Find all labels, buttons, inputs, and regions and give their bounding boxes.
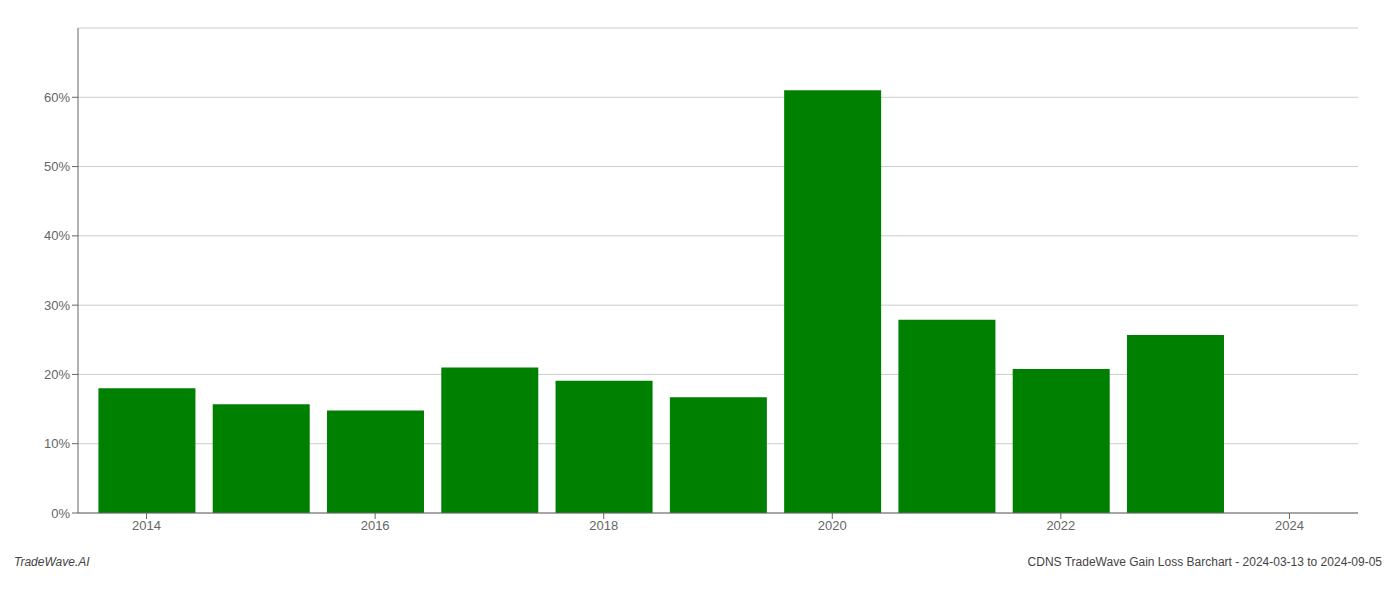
svg-text:20%: 20% [44, 367, 70, 382]
svg-text:2020: 2020 [818, 518, 847, 533]
svg-text:2014: 2014 [132, 518, 161, 533]
html-text:TradeWave.AI: TradeWave.AI [14, 555, 90, 569]
svg-text:50%: 50% [44, 159, 70, 174]
svg-text:2022: 2022 [1046, 518, 1075, 533]
svg-text:2016: 2016 [361, 518, 390, 533]
svg-text:30%: 30% [44, 298, 70, 313]
html-text:CDNS TradeWave Gain Loss Barch: CDNS TradeWave Gain Loss Barchart - 2024… [1027, 555, 1382, 569]
svg-text:2024: 2024 [1275, 518, 1304, 533]
svg-text:10%: 10% [44, 436, 70, 451]
svg-text:40%: 40% [44, 228, 70, 243]
svg-text:2018: 2018 [589, 518, 618, 533]
svg-text:0%: 0% [51, 506, 70, 521]
svg-text:60%: 60% [44, 90, 70, 105]
